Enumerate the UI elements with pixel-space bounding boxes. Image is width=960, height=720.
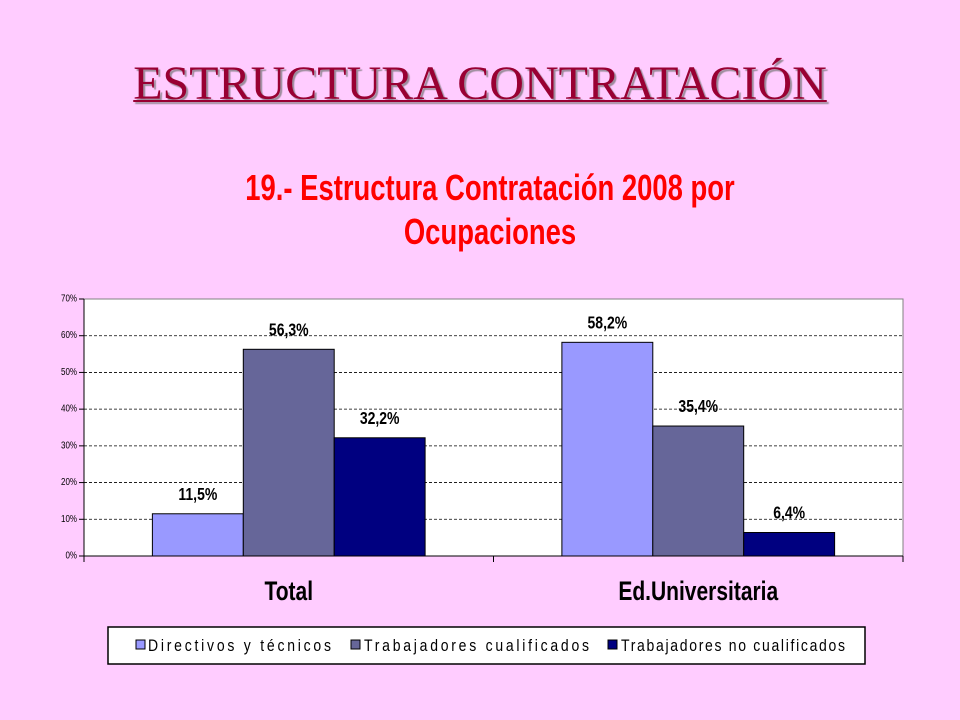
axis-ticks: 0% 10% 20% 30% 40% 50% 60% 70% — [61, 293, 904, 562]
bar — [242, 348, 335, 557]
y-tick-label: 0% — [65, 550, 77, 561]
legend-item-no-cualificados: Trabajadores no cualificados — [607, 637, 845, 655]
data-label: 11,5% — [178, 485, 217, 504]
category-label-total: Total — [264, 577, 313, 607]
category-label-ed-universitaria: Ed.Universitaria — [618, 577, 778, 607]
legend-swatch — [350, 639, 361, 650]
data-label: 58,2% — [588, 314, 628, 333]
legend-swatch — [135, 639, 146, 650]
data-label: 6,4% — [773, 504, 805, 523]
bar — [561, 341, 654, 557]
y-tick-label: 60% — [61, 329, 77, 340]
legend-swatch — [607, 639, 618, 650]
bar — [743, 532, 836, 557]
bar — [652, 425, 745, 557]
y-tick-label: 70% — [61, 293, 77, 304]
legend: Directivos y técnicos Trabajadores cuali… — [107, 626, 866, 665]
data-labels: 11,5% 56,3% 32,2% 58,2% 35,4% 6,4% — [178, 314, 805, 523]
bars — [151, 341, 836, 557]
y-tick-label: 30% — [61, 439, 77, 450]
data-label: 56,3% — [269, 321, 309, 340]
plot-area — [83, 298, 904, 557]
data-label: 35,4% — [678, 398, 718, 417]
chart-title: 19.- Estructura Contratación 2008 por Oc… — [245, 167, 735, 252]
legend-label: Directivos y técnicos — [148, 637, 331, 655]
legend-box — [107, 626, 866, 665]
bar — [151, 513, 244, 557]
bar — [333, 437, 426, 557]
slide-title: ESTRUCTURA CONTRATACIÓN — [133, 57, 827, 110]
legend-item-cualificados: Trabajadores cualificados — [350, 637, 589, 655]
data-label: 32,2% — [360, 409, 400, 428]
y-tick-label: 50% — [61, 366, 77, 377]
y-tick-label: 40% — [61, 403, 77, 414]
y-tick-label: 10% — [61, 513, 77, 524]
y-tick-label: 20% — [61, 476, 77, 487]
